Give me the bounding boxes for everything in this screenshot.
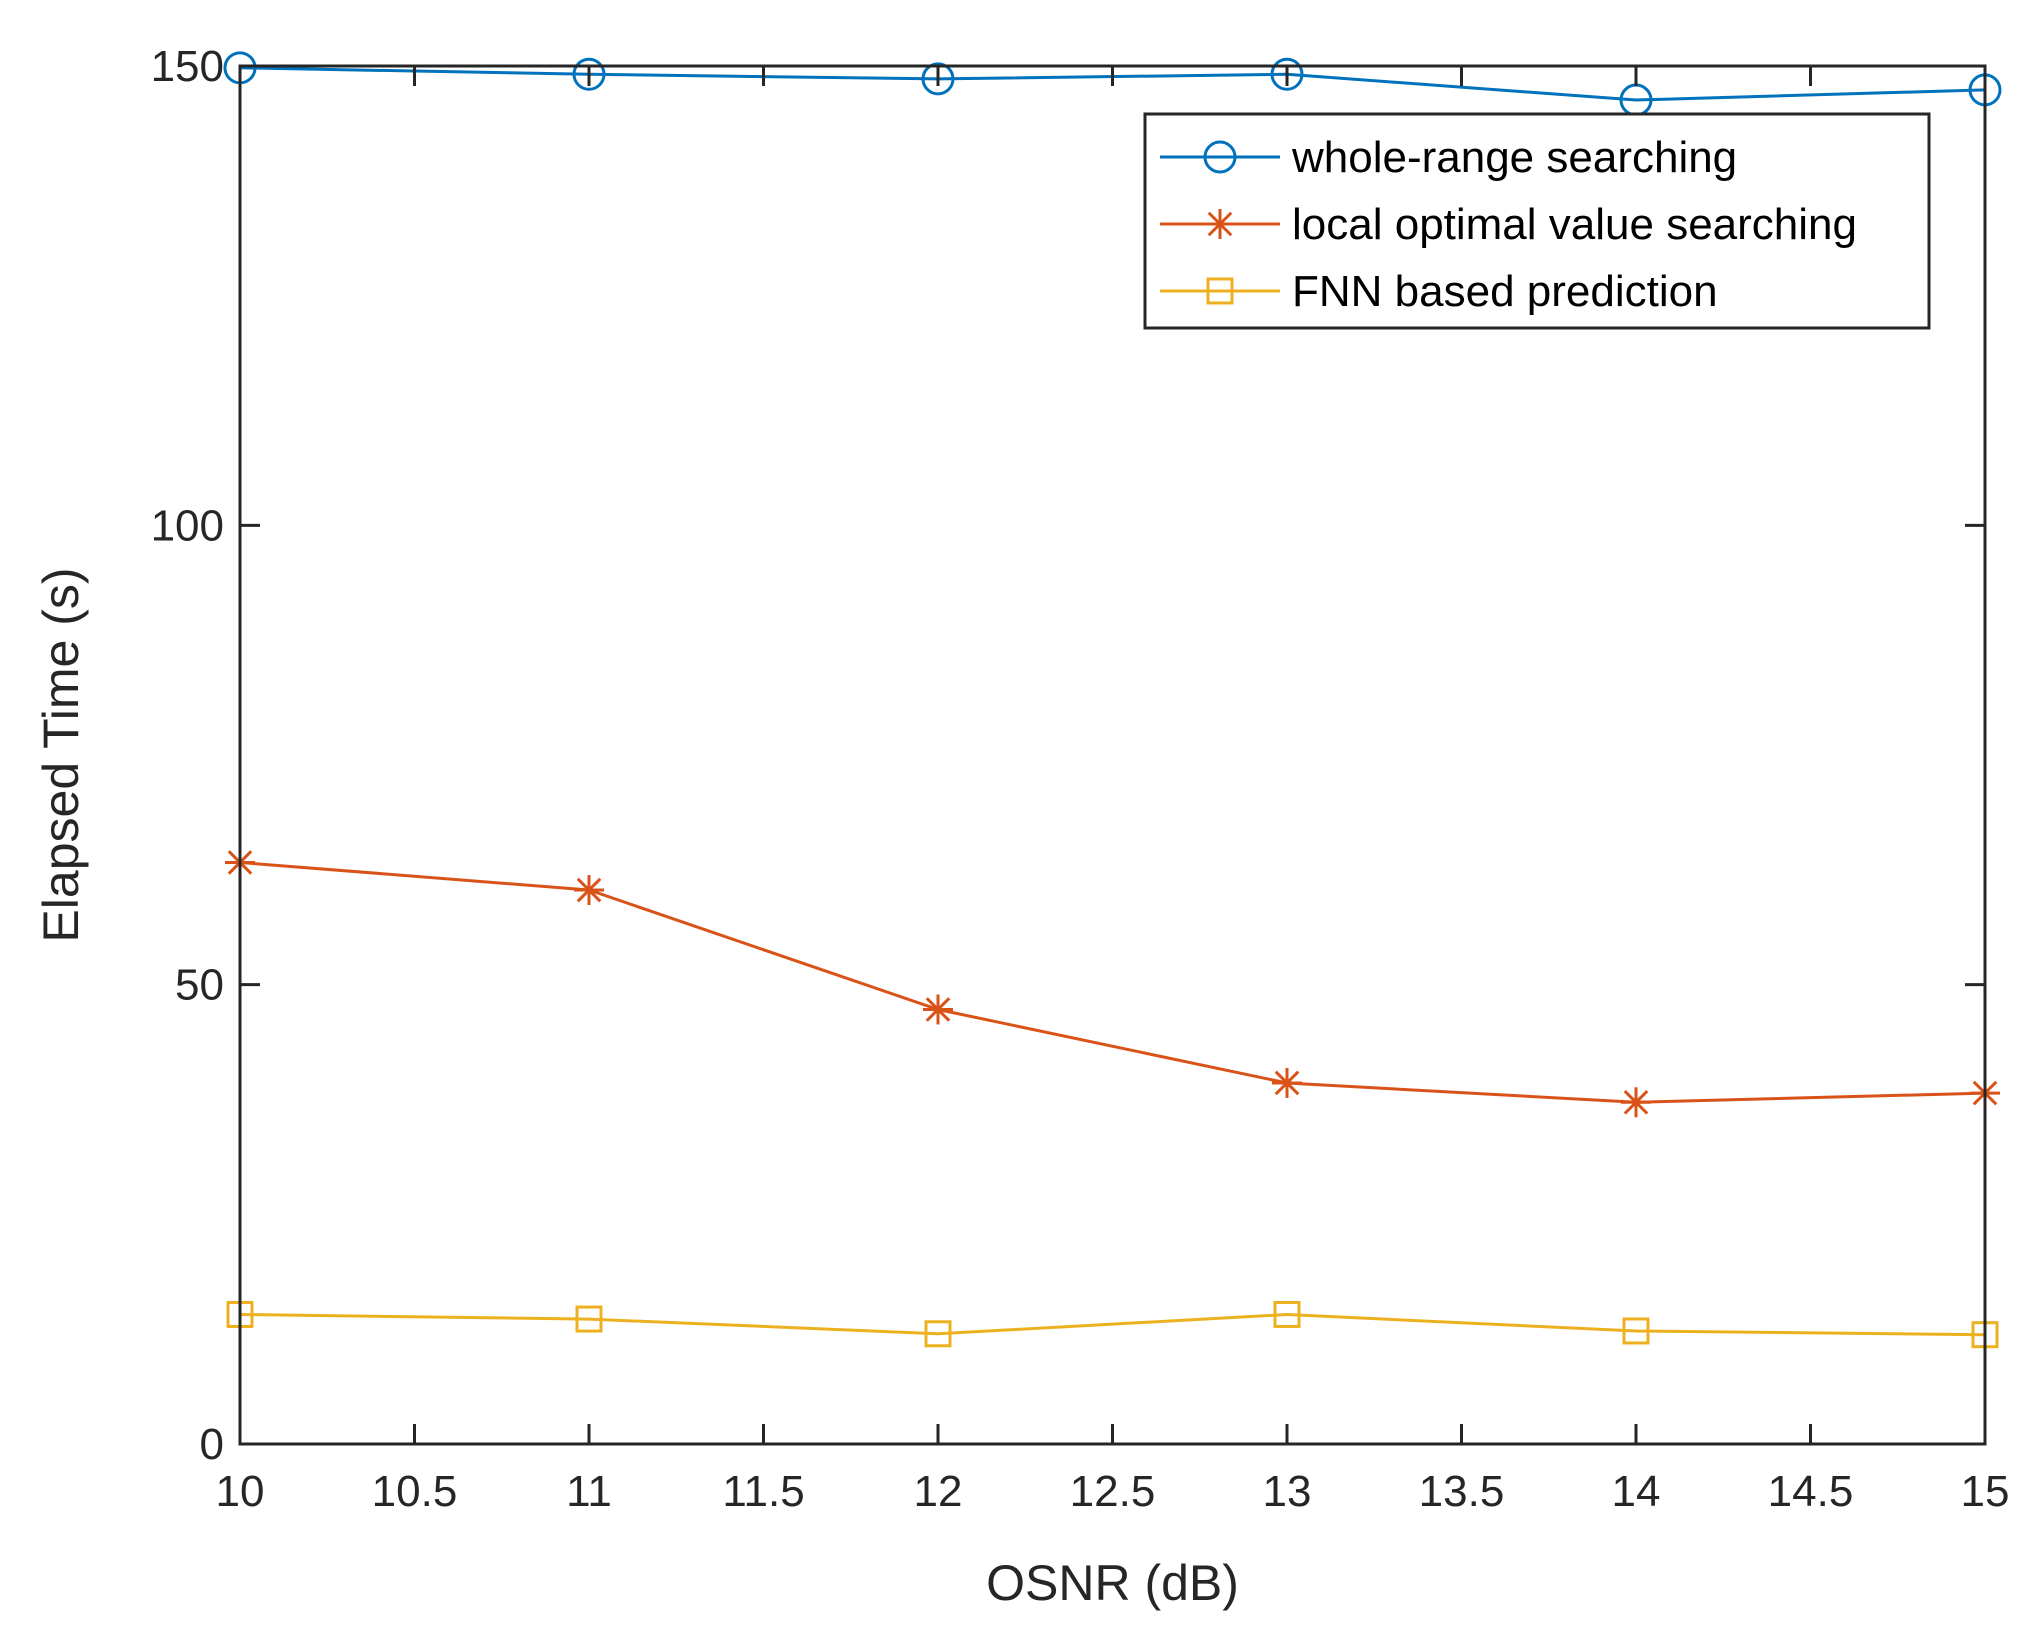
circle-marker: [572, 57, 606, 91]
square-marker: [924, 1320, 952, 1348]
x-tick-label: 14: [1612, 1467, 1661, 1516]
asterisk-marker: [574, 875, 604, 906]
x-axis-label: OSNR (dB): [986, 1555, 1239, 1611]
ticks-layer: 10 10.5 11 11.5 12 12.5 13 13.5 14 14.5 1505010015…: [151, 42, 2010, 1516]
x-tick-label: 13: [1263, 1467, 1312, 1516]
x-tick-label: 14.5: [1768, 1467, 1854, 1516]
series-line: [239, 1312, 1986, 1337]
legend-entry-label: local optimal value searching: [1292, 200, 1857, 249]
square-marker: [1273, 1300, 1301, 1328]
x-tick-label: 10.5: [372, 1467, 458, 1516]
series-line: [239, 861, 1986, 1104]
y-tick-label: 150: [151, 42, 224, 91]
x-tick-label: 12: [914, 1467, 963, 1516]
x-tick-label: 10: [216, 1467, 265, 1516]
asterisk-marker: [1272, 1067, 1302, 1098]
y-tick-label: 100: [151, 501, 224, 550]
circle-marker: [1203, 140, 1237, 174]
x-tick-label: 13.5: [1419, 1467, 1505, 1516]
y-tick-label: 50: [175, 961, 224, 1010]
square-marker: [1206, 277, 1234, 305]
square-marker: [575, 1305, 603, 1333]
circle-marker: [921, 62, 955, 96]
legend: whole-range searching local optimal value…: [1143, 112, 1931, 330]
x-tick-label: 15: [1961, 1467, 2010, 1516]
y-axis-label: Elapsed Time (s): [33, 567, 89, 942]
x-tick-label: 11: [566, 1467, 612, 1516]
legend-entry-label: whole-range searching: [1291, 133, 1737, 182]
circle-marker: [1270, 57, 1304, 91]
x-tick-label: 12.5: [1070, 1467, 1156, 1516]
x-tick-label: 11.5: [722, 1467, 804, 1516]
asterisk-marker: [923, 994, 953, 1025]
asterisk-marker: [1621, 1087, 1651, 1118]
y-tick-label: 0: [200, 1420, 224, 1469]
square-marker: [1622, 1317, 1650, 1345]
asterisk-marker: [1205, 209, 1235, 239]
legend-entry-label: FNN based prediction: [1292, 267, 1718, 316]
